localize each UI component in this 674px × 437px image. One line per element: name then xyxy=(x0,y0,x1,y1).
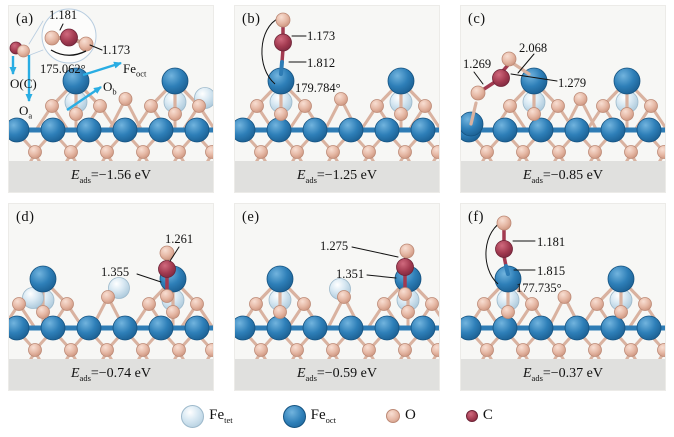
panel-letter: (f) xyxy=(468,209,484,225)
adsorption-energy: Eads=−0.85 eV xyxy=(522,168,604,185)
legend-item-fetet: Fetet xyxy=(181,404,233,428)
bond-length-label: 2.068 xyxy=(519,41,548,55)
panel-letter: (b) xyxy=(242,11,261,27)
panel-a: (a) 1.181 1.173 175.062° O(C) Oa Ob Feoc… xyxy=(8,5,214,193)
legend-label: Fetet xyxy=(209,407,233,425)
legend-item-feoct: Feoct xyxy=(282,404,337,428)
panel-f: (f) 1.181 1.815 177.735° Eads=−0.37 eV xyxy=(460,203,666,391)
atom-legend: Fetet Feoct O C xyxy=(0,399,674,433)
site-label-oa: Oa xyxy=(19,103,33,121)
legend-label: C xyxy=(482,407,493,423)
legend-item-c: C xyxy=(465,407,493,425)
caption-bar: Eads=−0.74 eV xyxy=(9,359,213,390)
bond-length-label: 1.351 xyxy=(336,267,365,281)
structure-render-c xyxy=(461,51,665,171)
bond-length-label: 1.181 xyxy=(49,8,78,22)
legend-label: Feoct xyxy=(310,407,337,425)
bond-length-label: 1.181 xyxy=(537,235,566,249)
structure-render-d xyxy=(9,245,213,369)
adsorption-energy: Eads=−0.59 eV xyxy=(296,366,378,383)
caption-bar: Eads=−1.25 eV xyxy=(235,161,439,192)
site-label-ob: Ob xyxy=(103,79,117,97)
panel-letter: (c) xyxy=(468,11,486,27)
bond-length-label: 1.812 xyxy=(307,56,336,70)
panel-grid: (a) 1.181 1.173 175.062° O(C) Oa Ob Feoc… xyxy=(8,5,666,391)
site-label-oc: O(C) xyxy=(10,76,37,91)
bond-length-label: 1.279 xyxy=(558,76,587,90)
panel-letter: (e) xyxy=(242,209,260,225)
adsorption-energy: Eads=−0.37 eV xyxy=(522,366,604,383)
structure-render-f xyxy=(461,215,665,369)
caption-bar: Eads=−0.59 eV xyxy=(235,359,439,390)
bond-length-label: 1.261 xyxy=(165,232,194,246)
adsorption-energy: Eads=−1.25 eV xyxy=(296,168,378,185)
adsorption-energy: Eads=−1.56 eV xyxy=(70,168,152,185)
oxygen-sphere-icon xyxy=(386,409,401,423)
bond-angle-label: 179.784° xyxy=(295,81,341,95)
bond-length-label: 1.173 xyxy=(102,43,131,57)
site-label-feoct: Feoct xyxy=(123,61,147,79)
panel-e: (e) 1.275 1.351 Eads=−0.59 eV xyxy=(234,203,440,391)
bond-length-label: 1.173 xyxy=(307,29,336,43)
bond-angle-label: 175.062° xyxy=(40,62,86,76)
bond-length-label: 1.815 xyxy=(537,264,566,278)
fe-oct-sphere-icon xyxy=(282,404,306,428)
legend-item-o: O xyxy=(386,407,416,425)
adsorption-energy: Eads=−0.74 eV xyxy=(70,366,152,383)
caption-bar: Eads=−1.56 eV xyxy=(9,161,213,192)
fe-tet-sphere-icon xyxy=(181,404,205,428)
panel-c: (c) 1.269 2.068 1.279 Eads=−0.85 eV xyxy=(460,5,666,193)
bond-length-label: 1.355 xyxy=(101,265,130,279)
panel-letter: (a) xyxy=(16,11,34,27)
bond-angle-label: 177.735° xyxy=(516,281,562,295)
carbon-sphere-icon xyxy=(465,410,478,422)
legend-label: O xyxy=(405,407,416,423)
caption-bar: Eads=−0.85 eV xyxy=(461,161,665,192)
bond-length-label: 1.275 xyxy=(320,239,349,253)
panel-d: (d) 1.261 1.355 Eads=−0.74 eV xyxy=(8,203,214,391)
structure-render-a xyxy=(9,8,213,171)
bond-length-label: 1.269 xyxy=(463,57,492,71)
panel-b: (b) 1.173 1.812 179.784° Eads=−1.25 eV xyxy=(234,5,440,193)
panel-letter: (d) xyxy=(16,209,35,225)
caption-bar: Eads=−0.37 eV xyxy=(461,359,665,390)
